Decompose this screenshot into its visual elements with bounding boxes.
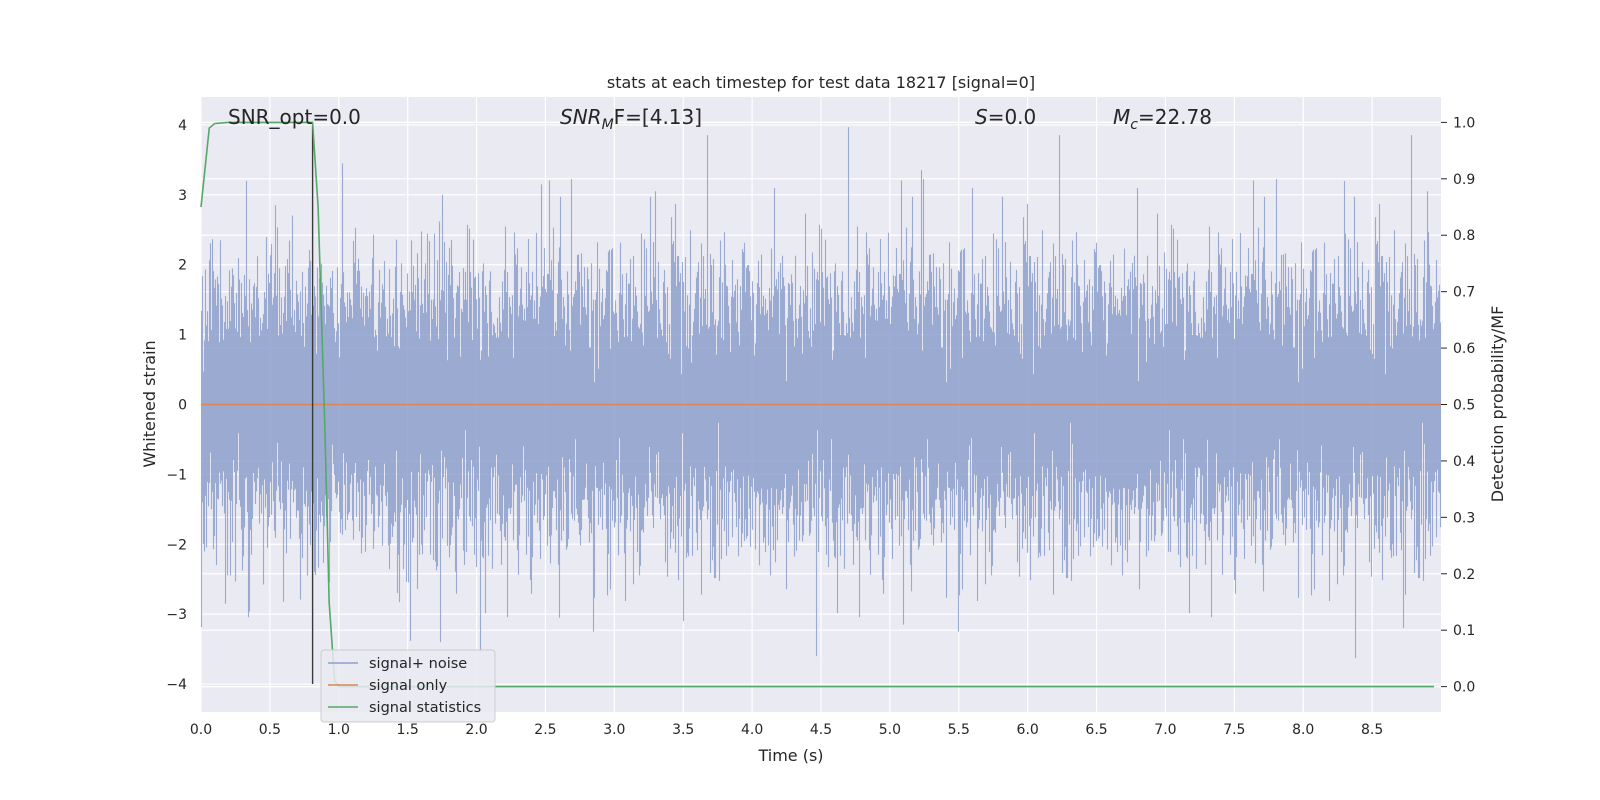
- x-tick-label: 7.5: [1223, 722, 1245, 738]
- x-axis-ticks: 0.0 0.5 1.0 1.5 2.0 2.5 3.0 3.5 4.0 4.5 5.0 5.5 6.0 6…: [190, 722, 1383, 738]
- x-tick-label: 1.5: [397, 722, 419, 738]
- y2-tick-label: 0.3: [1453, 510, 1475, 526]
- y2-tick-label: 0.6: [1453, 341, 1475, 357]
- legend-label-signal-statistics: signal statistics: [369, 700, 481, 716]
- y2-axis-ticks: 1.0 0.9 0.8 0.7 0.6 0.5 0.4 0.3 0.2 0.1 0.0: [1441, 115, 1475, 696]
- legend-box: [320, 649, 496, 723]
- y-tick-label: −4: [166, 677, 187, 693]
- x-tick-label: 1.0: [328, 722, 350, 738]
- x-tick-label: 8.0: [1292, 722, 1314, 738]
- x-tick-label: 2.0: [465, 722, 487, 738]
- x-tick-label: 6.5: [1085, 722, 1107, 738]
- legend: signal+ noise signal only signal statist…: [320, 649, 496, 723]
- y2-tick-label: 0.5: [1453, 398, 1475, 414]
- x-tick-label: 4.5: [810, 722, 832, 738]
- chart-title: stats at each timestep for test data 182…: [607, 73, 1035, 92]
- x-axis-label: Time (s): [757, 746, 823, 765]
- y-tick-label: −2: [166, 537, 187, 553]
- x-tick-label: 5.0: [879, 722, 901, 738]
- annotation-chirp-mass: Mc=22.78: [1113, 105, 1212, 133]
- x-tick-label: 2.5: [534, 722, 556, 738]
- y2-tick-label: 0.2: [1453, 567, 1475, 583]
- annotation-s-stat: S=0.0: [975, 105, 1036, 129]
- x-tick-label: 3.5: [672, 722, 694, 738]
- y2-tick-label: 0.1: [1453, 623, 1475, 639]
- y2-tick-label: 0.7: [1453, 285, 1475, 301]
- annotation-snr-opt: SNR_opt=0.0: [228, 105, 361, 129]
- legend-label-signal-only: signal only: [369, 678, 448, 694]
- y-tick-label: −3: [166, 607, 187, 623]
- y-tick-label: 2: [178, 258, 187, 274]
- y2-tick-label: 0.8: [1453, 228, 1475, 244]
- x-tick-label: 6.0: [1017, 722, 1039, 738]
- y-tick-label: 3: [178, 188, 187, 204]
- annotation-snr-mf: SNRMF=[4.13]: [560, 105, 702, 133]
- y-tick-label: 0: [178, 398, 187, 414]
- y-tick-label: 4: [178, 118, 187, 134]
- y-tick-label: 1: [178, 328, 187, 344]
- x-tick-label: 0.5: [259, 722, 281, 738]
- y-axis-ticks: 4 3 2 1 0 −1 −2 −3 −4: [166, 118, 187, 693]
- x-tick-label: 8.5: [1361, 722, 1383, 738]
- x-tick-label: 7.0: [1154, 722, 1176, 738]
- x-tick-label: 5.5: [948, 722, 970, 738]
- legend-label-signal-noise: signal+ noise: [369, 656, 467, 672]
- y2-tick-label: 1.0: [1453, 115, 1475, 131]
- y2-tick-label: 0.9: [1453, 172, 1475, 188]
- y2-axis-label: Detection probability/MF: [1488, 306, 1507, 503]
- y-axis-label: Whitened strain: [140, 340, 159, 467]
- x-tick-label: 3.0: [603, 722, 625, 738]
- y2-tick-label: 0.0: [1453, 680, 1475, 696]
- y-tick-label: −1: [166, 467, 187, 483]
- x-tick-label: 4.0: [741, 722, 763, 738]
- y2-tick-label: 0.4: [1453, 454, 1475, 470]
- x-tick-label: 0.0: [190, 722, 212, 738]
